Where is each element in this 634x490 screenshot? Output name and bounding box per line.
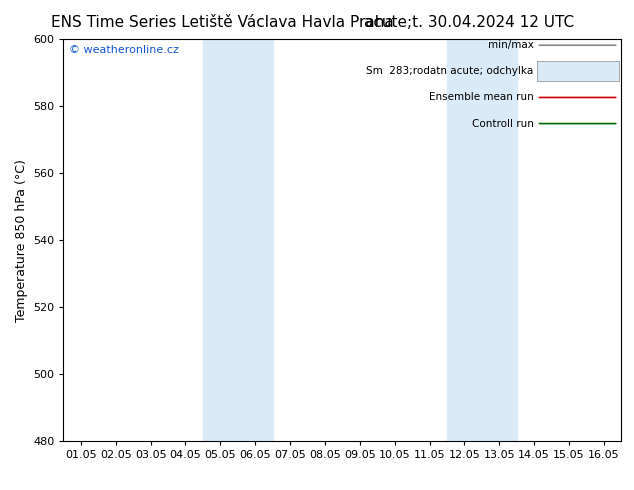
Y-axis label: Temperature 850 hPa (°C): Temperature 850 hPa (°C) — [15, 159, 27, 321]
Text: © weatheronline.cz: © weatheronline.cz — [69, 45, 179, 55]
Text: ENS Time Series Letiště Václava Havla Praha: ENS Time Series Letiště Václava Havla Pr… — [51, 15, 393, 30]
Text: acute;t. 30.04.2024 12 UTC: acute;t. 30.04.2024 12 UTC — [364, 15, 574, 30]
Bar — [447, 39, 517, 441]
FancyBboxPatch shape — [536, 61, 619, 81]
Bar — [203, 39, 273, 441]
Text: min/max: min/max — [488, 40, 534, 50]
Text: Sm  283;rodatn acute; odchylka: Sm 283;rodatn acute; odchylka — [366, 66, 534, 76]
Text: Controll run: Controll run — [472, 119, 534, 128]
Text: Ensemble mean run: Ensemble mean run — [429, 93, 534, 102]
